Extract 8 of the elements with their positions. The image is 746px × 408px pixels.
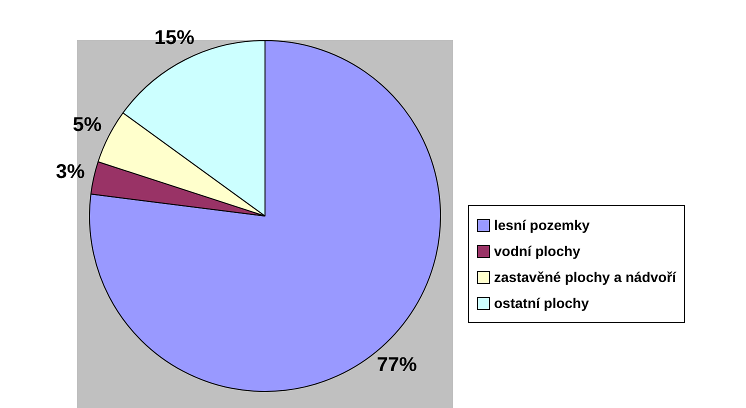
legend-label: ostatní plochy <box>494 295 589 311</box>
legend-label: vodní plochy <box>494 243 580 259</box>
data-label: 3% <box>56 160 85 183</box>
data-label: 5% <box>72 114 102 136</box>
legend-label: lesní pozemky <box>494 217 590 233</box>
data-label: 77% <box>376 354 418 376</box>
legend-label: zastavěné plochy a nádvoří <box>494 269 676 285</box>
data-label: 15% <box>154 26 195 49</box>
